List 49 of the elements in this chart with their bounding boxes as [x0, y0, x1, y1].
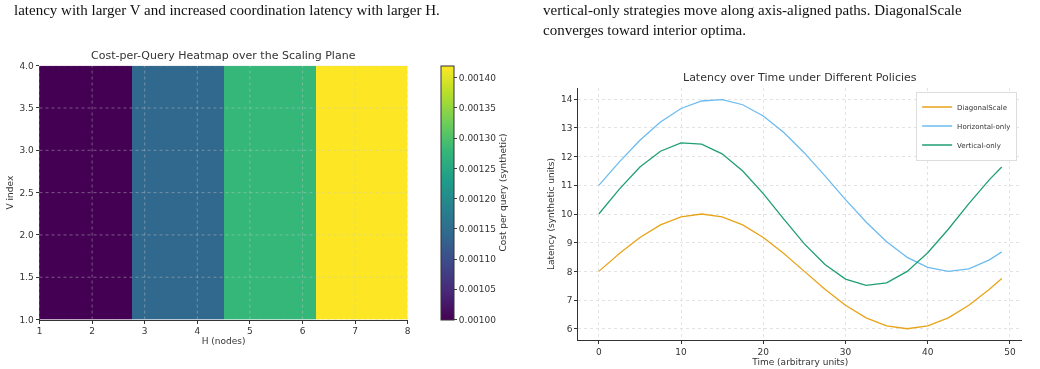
x-tick-label: 6 — [299, 326, 306, 337]
x-tick-label: 10 — [675, 347, 688, 358]
color-bar-label: 0.00115 — [458, 223, 497, 234]
color-bar-label: 0.00135 — [458, 103, 497, 114]
y-tick-label: 11 — [560, 180, 573, 191]
x-tick-label: 1 — [36, 326, 43, 337]
text: latency with larger V and increased coordination latency with larger H. — [14, 2, 440, 18]
y-tick-label: 7 — [566, 295, 573, 306]
y-tick-label: 3.0 — [19, 145, 34, 156]
line-series — [598, 213, 1003, 330]
y-tick-label: 14 — [560, 94, 573, 105]
color-bar-label: 0.00130 — [458, 133, 497, 144]
x-tick-label: 8 — [404, 326, 411, 337]
x-tick-label: 30 — [839, 347, 852, 358]
y-tick-label: 2.5 — [19, 187, 34, 198]
y-tick-label: 4.0 — [19, 60, 34, 71]
color-bar-title: Cost per query (synthetic) — [498, 133, 509, 252]
y-tick-label: 3.5 — [19, 103, 34, 114]
x-tick-label: 5 — [247, 326, 253, 337]
chart-title: Cost-per-Query Heatmap over the Scaling Plane — [91, 49, 356, 62]
y-tick-label: 12 — [560, 151, 573, 162]
color-bar-label: 0.00100 — [458, 314, 497, 325]
y-tick-label: 1.5 — [19, 272, 34, 283]
text: vertical-only strategies move along axis-aligned paths. DiagonalScale converges toward interior optima. — [543, 2, 962, 38]
x-tick-label: 40 — [922, 347, 934, 358]
y-axis-title: Latency (synthetic units) — [546, 158, 557, 270]
y-tick-label: 1.0 — [19, 314, 34, 325]
x-tick-label: 20 — [757, 347, 770, 358]
x-tick-label: 3 — [141, 326, 148, 337]
x-tick-label: 50 — [1004, 347, 1016, 358]
y-tick-label: 2.0 — [19, 230, 34, 241]
color-bar-label: 0.00105 — [458, 284, 497, 295]
y-tick-label: 9 — [566, 237, 573, 248]
x-tick-label: 4 — [194, 326, 201, 337]
chart-title: Latency over Time under Different Policies — [683, 71, 917, 84]
y-tick-label: 10 — [560, 209, 573, 220]
x-tick-label: 0 — [595, 347, 602, 358]
color-bar-label: 0.00110 — [458, 254, 497, 265]
y-tick-label: 13 — [560, 123, 573, 134]
color-bar-label: 0.00140 — [458, 72, 497, 83]
x-axis-title: Time (arbitrary units) — [751, 357, 849, 368]
x-axis-title: H (nodes) — [201, 336, 246, 347]
x-tick-label: 2 — [89, 326, 95, 337]
y-axis-title: V index — [4, 175, 15, 210]
y-tick-label: 8 — [566, 266, 573, 277]
color-bar-label: 0.00125 — [458, 163, 497, 174]
color-bar-label: 0.00120 — [458, 193, 497, 204]
line-series — [598, 142, 1003, 287]
x-tick-label: 7 — [352, 326, 358, 337]
